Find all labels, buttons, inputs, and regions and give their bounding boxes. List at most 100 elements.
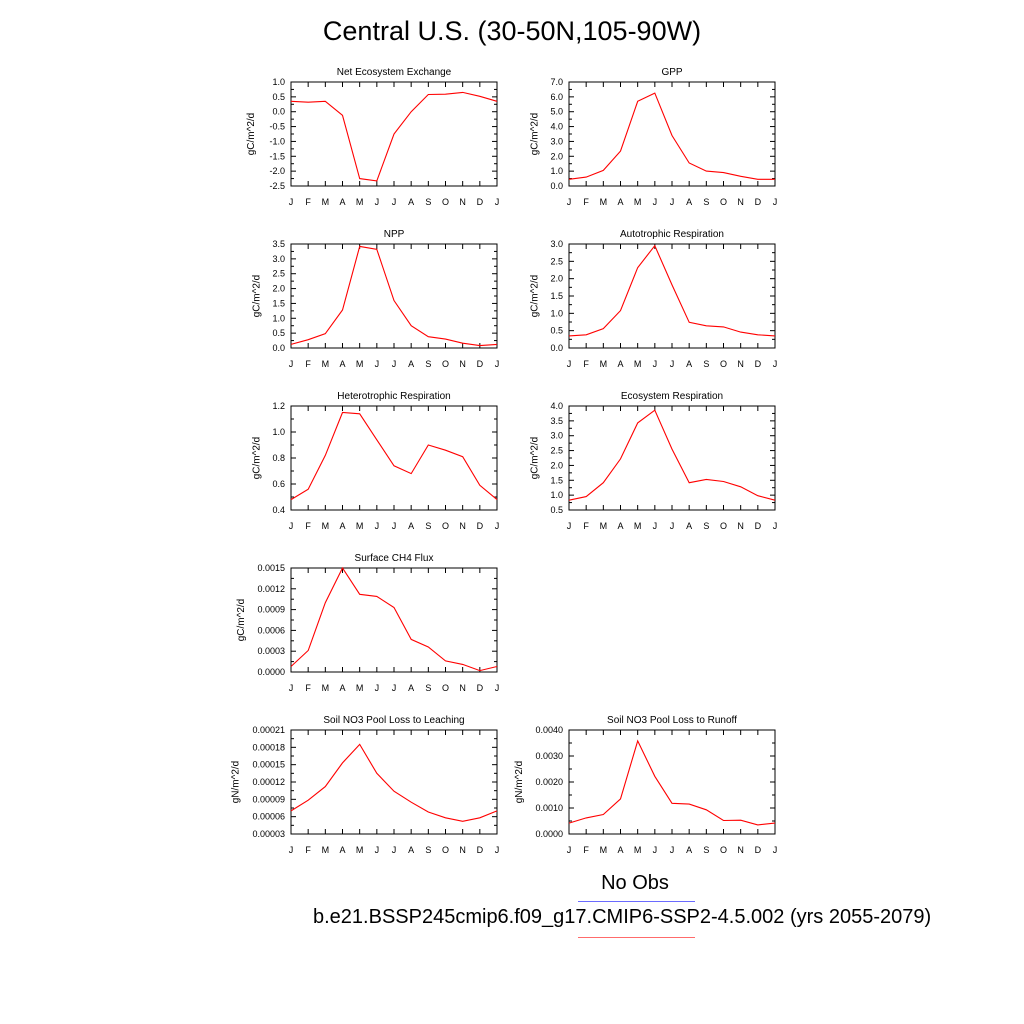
y-tick-label: -1.0 xyxy=(269,136,285,146)
y-axis-label: gC/m^2/d xyxy=(236,599,247,642)
x-tick-label: O xyxy=(442,359,449,369)
series-line xyxy=(290,566,498,672)
y-tick-label: 2.0 xyxy=(550,460,563,470)
y-tick-label: 0.00003 xyxy=(252,829,285,839)
x-tick-label: A xyxy=(339,197,345,207)
x-tick-label: S xyxy=(703,521,709,531)
x-tick-label: M xyxy=(356,359,364,369)
x-tick-label: J xyxy=(375,683,380,693)
x-tick-label: J xyxy=(567,521,572,531)
y-tick-label: 1.5 xyxy=(550,291,563,301)
x-tick-label: O xyxy=(720,521,727,531)
y-axis-label: gC/m^2/d xyxy=(251,437,262,480)
x-tick-label: D xyxy=(755,845,762,855)
y-tick-label: 0.0 xyxy=(550,181,563,191)
x-tick-label: D xyxy=(755,521,762,531)
x-tick-label: O xyxy=(720,359,727,369)
y-axis-label: gC/m^2/d xyxy=(251,275,262,318)
x-tick-label: J xyxy=(567,845,572,855)
y-axis-label: gC/m^2/d xyxy=(529,275,540,318)
x-tick-label: A xyxy=(617,521,623,531)
x-tick-label: J xyxy=(289,359,294,369)
x-tick-label: A xyxy=(617,197,623,207)
x-tick-label: M xyxy=(356,683,364,693)
y-tick-label: 1.0 xyxy=(272,427,285,437)
x-tick-label: D xyxy=(477,845,484,855)
x-tick-label: J xyxy=(773,521,778,531)
y-tick-label: 3.5 xyxy=(272,239,285,249)
plot-frame xyxy=(290,729,498,835)
y-tick-label: 0.00021 xyxy=(252,725,285,735)
plot-frame xyxy=(290,243,498,349)
x-tick-label: S xyxy=(425,683,431,693)
y-tick-label: 1.5 xyxy=(550,475,563,485)
x-tick-label: S xyxy=(703,845,709,855)
x-tick-label: J xyxy=(670,521,675,531)
x-tick-label: J xyxy=(567,197,572,207)
x-tick-label: N xyxy=(459,845,466,855)
plot-frame xyxy=(568,729,776,835)
x-tick-label: A xyxy=(408,359,414,369)
x-tick-label: A xyxy=(408,197,414,207)
y-tick-label: 5.0 xyxy=(550,107,563,117)
y-tick-label: 2.0 xyxy=(550,274,563,284)
x-tick-label: J xyxy=(289,521,294,531)
x-tick-label: J xyxy=(495,683,500,693)
y-axis-label: gN/m^2/d xyxy=(514,761,525,804)
x-tick-label: J xyxy=(773,845,778,855)
x-tick-label: J xyxy=(653,197,658,207)
x-tick-label: S xyxy=(425,197,431,207)
x-tick-label: J xyxy=(670,197,675,207)
y-tick-label: 0.0003 xyxy=(257,646,285,656)
x-tick-label: O xyxy=(442,683,449,693)
y-tick-label: 0.0 xyxy=(550,343,563,353)
y-tick-label: 3.0 xyxy=(550,136,563,146)
x-tick-label: M xyxy=(600,521,608,531)
x-tick-label: O xyxy=(720,845,727,855)
x-tick-label: A xyxy=(617,359,623,369)
x-tick-label: N xyxy=(737,359,744,369)
y-tick-label: 3.5 xyxy=(550,416,563,426)
y-tick-label: 0.00012 xyxy=(252,777,285,787)
y-tick-label: 1.2 xyxy=(272,401,285,411)
x-tick-label: N xyxy=(737,521,744,531)
x-tick-label: M xyxy=(322,197,330,207)
x-tick-label: N xyxy=(459,521,466,531)
x-tick-label: M xyxy=(600,197,608,207)
x-tick-label: J xyxy=(495,197,500,207)
x-tick-label: J xyxy=(495,359,500,369)
y-tick-label: -0.5 xyxy=(269,122,285,132)
x-tick-label: A xyxy=(686,359,692,369)
x-tick-label: A xyxy=(339,521,345,531)
x-tick-label: M xyxy=(634,845,642,855)
y-tick-label: 6.0 xyxy=(550,92,563,102)
x-tick-label: N xyxy=(459,197,466,207)
x-tick-label: J xyxy=(773,197,778,207)
y-tick-label: 0.5 xyxy=(272,328,285,338)
x-tick-label: D xyxy=(755,197,762,207)
x-tick-label: J xyxy=(392,845,397,855)
x-tick-label: D xyxy=(755,359,762,369)
x-tick-label: J xyxy=(289,683,294,693)
panel-title: Surface CH4 Flux xyxy=(355,553,434,564)
panel-title: GPP xyxy=(661,67,682,78)
series-line xyxy=(568,244,776,337)
y-tick-label: 2.0 xyxy=(550,151,563,161)
x-tick-label: J xyxy=(653,845,658,855)
x-tick-label: J xyxy=(670,359,675,369)
y-tick-label: 4.0 xyxy=(550,122,563,132)
x-tick-label: M xyxy=(600,845,608,855)
y-tick-label: 0.6 xyxy=(272,479,285,489)
y-axis-label: gC/m^2/d xyxy=(529,113,540,156)
series-line xyxy=(290,245,498,347)
series-line xyxy=(290,91,498,182)
x-tick-label: M xyxy=(634,197,642,207)
x-tick-label: J xyxy=(392,683,397,693)
series-line xyxy=(290,743,498,822)
y-tick-label: 0.0000 xyxy=(257,667,285,677)
plot-frame xyxy=(568,81,776,187)
